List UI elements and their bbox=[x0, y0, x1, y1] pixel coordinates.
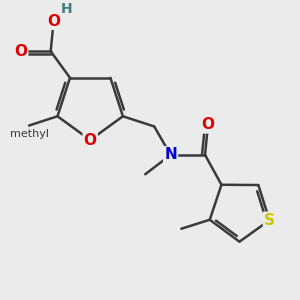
Text: O: O bbox=[47, 14, 60, 29]
Text: H: H bbox=[60, 2, 72, 16]
Text: S: S bbox=[264, 213, 275, 228]
Text: O: O bbox=[14, 44, 27, 59]
Text: methyl: methyl bbox=[10, 129, 49, 139]
Text: N: N bbox=[164, 147, 177, 162]
Text: O: O bbox=[202, 117, 214, 132]
Text: O: O bbox=[84, 133, 97, 148]
